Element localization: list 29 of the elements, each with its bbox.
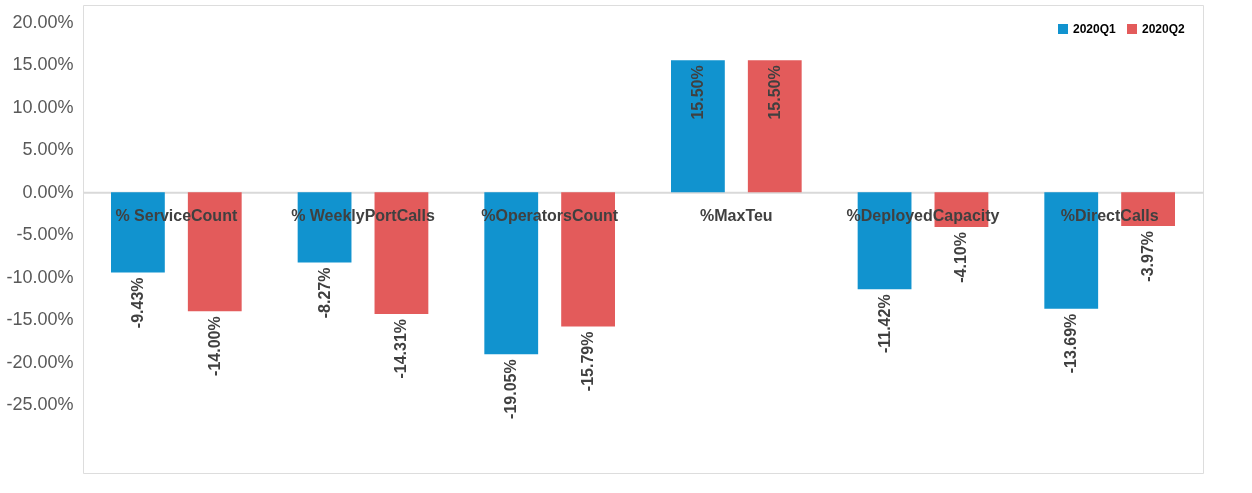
data-label: -15.79% xyxy=(579,331,597,392)
y-tick-label: -20.00% xyxy=(6,351,74,372)
x-tick-label: %OperatorsCount xyxy=(481,207,619,225)
y-tick-label: -5.00% xyxy=(16,224,74,245)
legend-label: 2020Q1 xyxy=(1073,22,1117,36)
y-tick-label: 5.00% xyxy=(22,139,74,160)
data-label: -3.97% xyxy=(1139,230,1157,282)
data-label: -13.69% xyxy=(1062,313,1080,374)
data-label: -9.43% xyxy=(128,277,146,329)
x-tick-label: % ServiceCount xyxy=(115,207,238,225)
data-label: -14.31% xyxy=(392,318,410,379)
y-tick-label: 10.00% xyxy=(12,96,74,117)
y-tick-label: -25.00% xyxy=(6,394,74,415)
y-tick-label: -10.00% xyxy=(6,266,74,287)
y-tick-label: 0.00% xyxy=(22,181,74,202)
data-label: -14.00% xyxy=(205,316,223,376)
data-label: 15.50% xyxy=(765,65,783,120)
data-label: -8.27% xyxy=(315,267,333,319)
x-tick-label: %DirectCalls xyxy=(1060,207,1159,225)
legend-label: 2020Q2 xyxy=(1142,22,1186,36)
y-tick-label: 20.00% xyxy=(12,11,74,32)
x-tick-label: %MaxTeu xyxy=(700,207,773,225)
x-tick-label: %DeployedCapacity xyxy=(846,207,1000,225)
data-label: -4.10% xyxy=(952,232,970,283)
data-label: 15.50% xyxy=(688,65,706,120)
y-tick-label: 15.00% xyxy=(12,54,74,75)
data-label: -11.42% xyxy=(875,294,893,354)
data-label: -19.05% xyxy=(502,359,520,419)
y-tick-label: -15.00% xyxy=(6,309,74,330)
